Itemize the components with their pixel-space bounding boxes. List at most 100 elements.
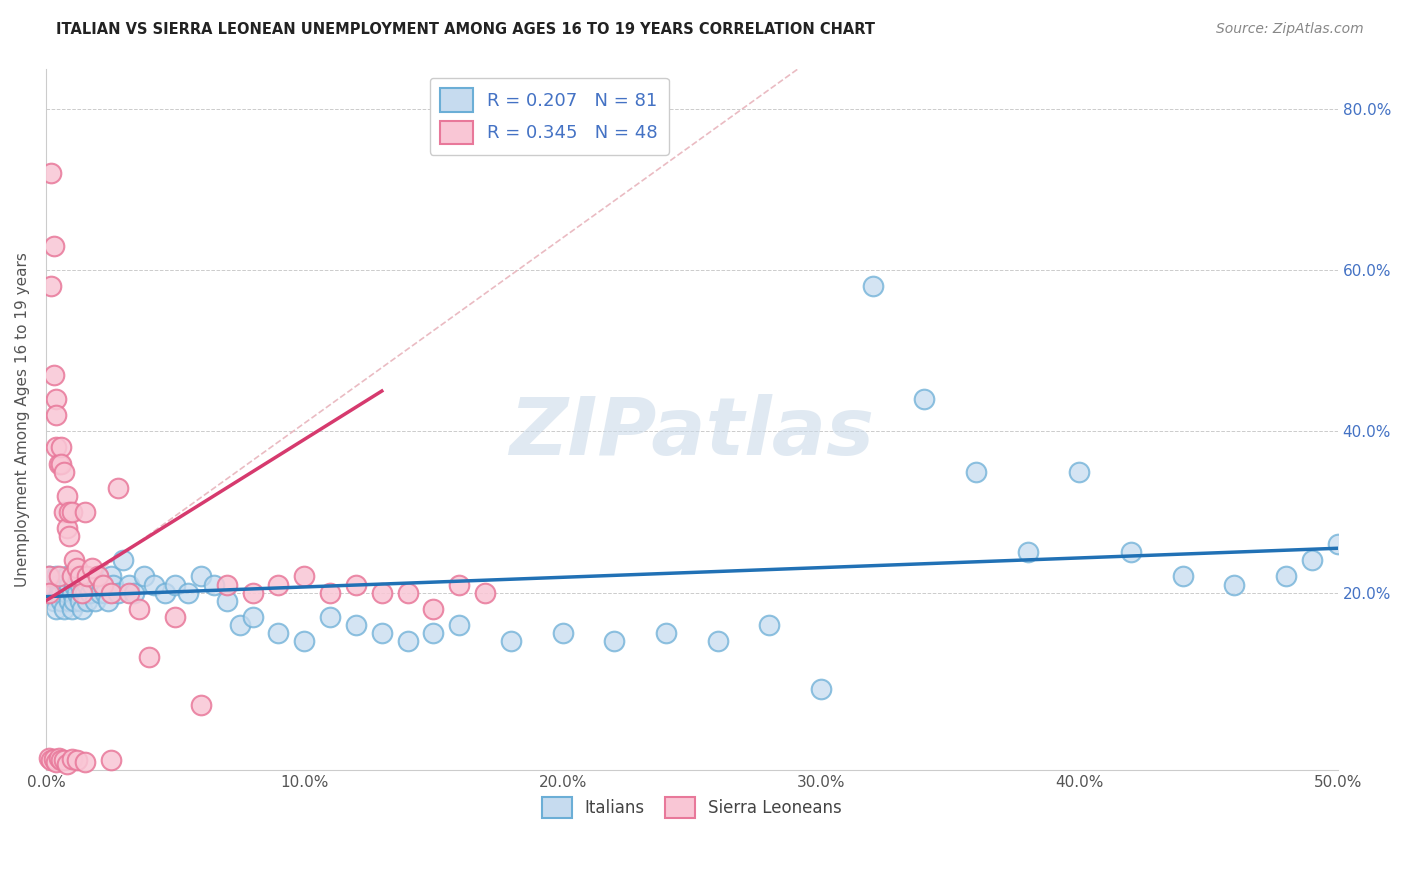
Point	[177, 585, 200, 599]
Point	[39, 279, 62, 293]
Point	[706, 634, 728, 648]
Point	[107, 481, 129, 495]
Point	[862, 279, 884, 293]
Point	[1275, 569, 1298, 583]
Point	[143, 577, 166, 591]
Point	[58, 505, 80, 519]
Point	[66, 753, 89, 767]
Point	[73, 755, 96, 769]
Point	[70, 585, 93, 599]
Point	[53, 601, 76, 615]
Text: Source: ZipAtlas.com: Source: ZipAtlas.com	[1216, 22, 1364, 37]
Point	[60, 569, 83, 583]
Point	[215, 593, 238, 607]
Point	[42, 752, 65, 766]
Point	[449, 618, 471, 632]
Point	[53, 577, 76, 591]
Text: ZIPatlas: ZIPatlas	[509, 394, 875, 472]
Point	[48, 577, 70, 591]
Point	[190, 569, 212, 583]
Point	[396, 585, 419, 599]
Point	[100, 585, 122, 599]
Point	[1326, 537, 1348, 551]
Point	[42, 368, 65, 382]
Point	[48, 569, 70, 583]
Point	[53, 505, 76, 519]
Point	[112, 553, 135, 567]
Point	[603, 634, 626, 648]
Point	[38, 751, 60, 765]
Point	[1223, 577, 1246, 591]
Point	[165, 609, 187, 624]
Point	[73, 569, 96, 583]
Point	[42, 593, 65, 607]
Point	[55, 521, 77, 535]
Legend: Italians, Sierra Leoneans: Italians, Sierra Leoneans	[534, 790, 849, 825]
Text: ITALIAN VS SIERRA LEONEAN UNEMPLOYMENT AMONG AGES 16 TO 19 YEARS CORRELATION CHA: ITALIAN VS SIERRA LEONEAN UNEMPLOYMENT A…	[56, 22, 876, 37]
Point	[51, 457, 73, 471]
Point	[190, 698, 212, 713]
Point	[94, 585, 117, 599]
Point	[51, 593, 73, 607]
Point	[449, 577, 471, 591]
Point	[242, 585, 264, 599]
Point	[79, 585, 101, 599]
Point	[86, 569, 108, 583]
Point	[1171, 569, 1194, 583]
Point	[39, 166, 62, 180]
Point	[84, 593, 107, 607]
Point	[242, 609, 264, 624]
Point	[69, 593, 91, 607]
Point	[42, 585, 65, 599]
Point	[422, 626, 444, 640]
Y-axis label: Unemployment Among Ages 16 to 19 years: Unemployment Among Ages 16 to 19 years	[15, 252, 30, 587]
Point	[396, 634, 419, 648]
Point	[758, 618, 780, 632]
Point	[45, 441, 67, 455]
Point	[371, 585, 394, 599]
Point	[60, 752, 83, 766]
Point	[58, 577, 80, 591]
Point	[499, 634, 522, 648]
Point	[48, 751, 70, 765]
Point	[91, 577, 114, 591]
Point	[1069, 465, 1091, 479]
Point	[38, 569, 60, 583]
Point	[76, 569, 98, 583]
Point	[60, 569, 83, 583]
Point	[76, 577, 98, 591]
Point	[53, 465, 76, 479]
Point	[134, 569, 156, 583]
Point	[39, 753, 62, 767]
Point	[70, 601, 93, 615]
Point	[73, 505, 96, 519]
Point	[138, 650, 160, 665]
Point	[60, 601, 83, 615]
Point	[153, 585, 176, 599]
Point	[267, 577, 290, 591]
Point	[101, 577, 124, 591]
Point	[45, 569, 67, 583]
Point	[45, 392, 67, 406]
Point	[965, 465, 987, 479]
Point	[73, 585, 96, 599]
Point	[1017, 545, 1039, 559]
Point	[38, 569, 60, 583]
Point	[66, 561, 89, 575]
Point	[63, 593, 86, 607]
Point	[69, 569, 91, 583]
Point	[53, 753, 76, 767]
Point	[202, 577, 225, 591]
Point	[51, 585, 73, 599]
Point	[122, 585, 145, 599]
Point	[344, 577, 367, 591]
Point	[100, 569, 122, 583]
Point	[82, 561, 104, 575]
Point	[51, 752, 73, 766]
Point	[474, 585, 496, 599]
Point	[82, 577, 104, 591]
Point	[117, 577, 139, 591]
Point	[63, 577, 86, 591]
Point	[319, 609, 342, 624]
Point	[117, 585, 139, 599]
